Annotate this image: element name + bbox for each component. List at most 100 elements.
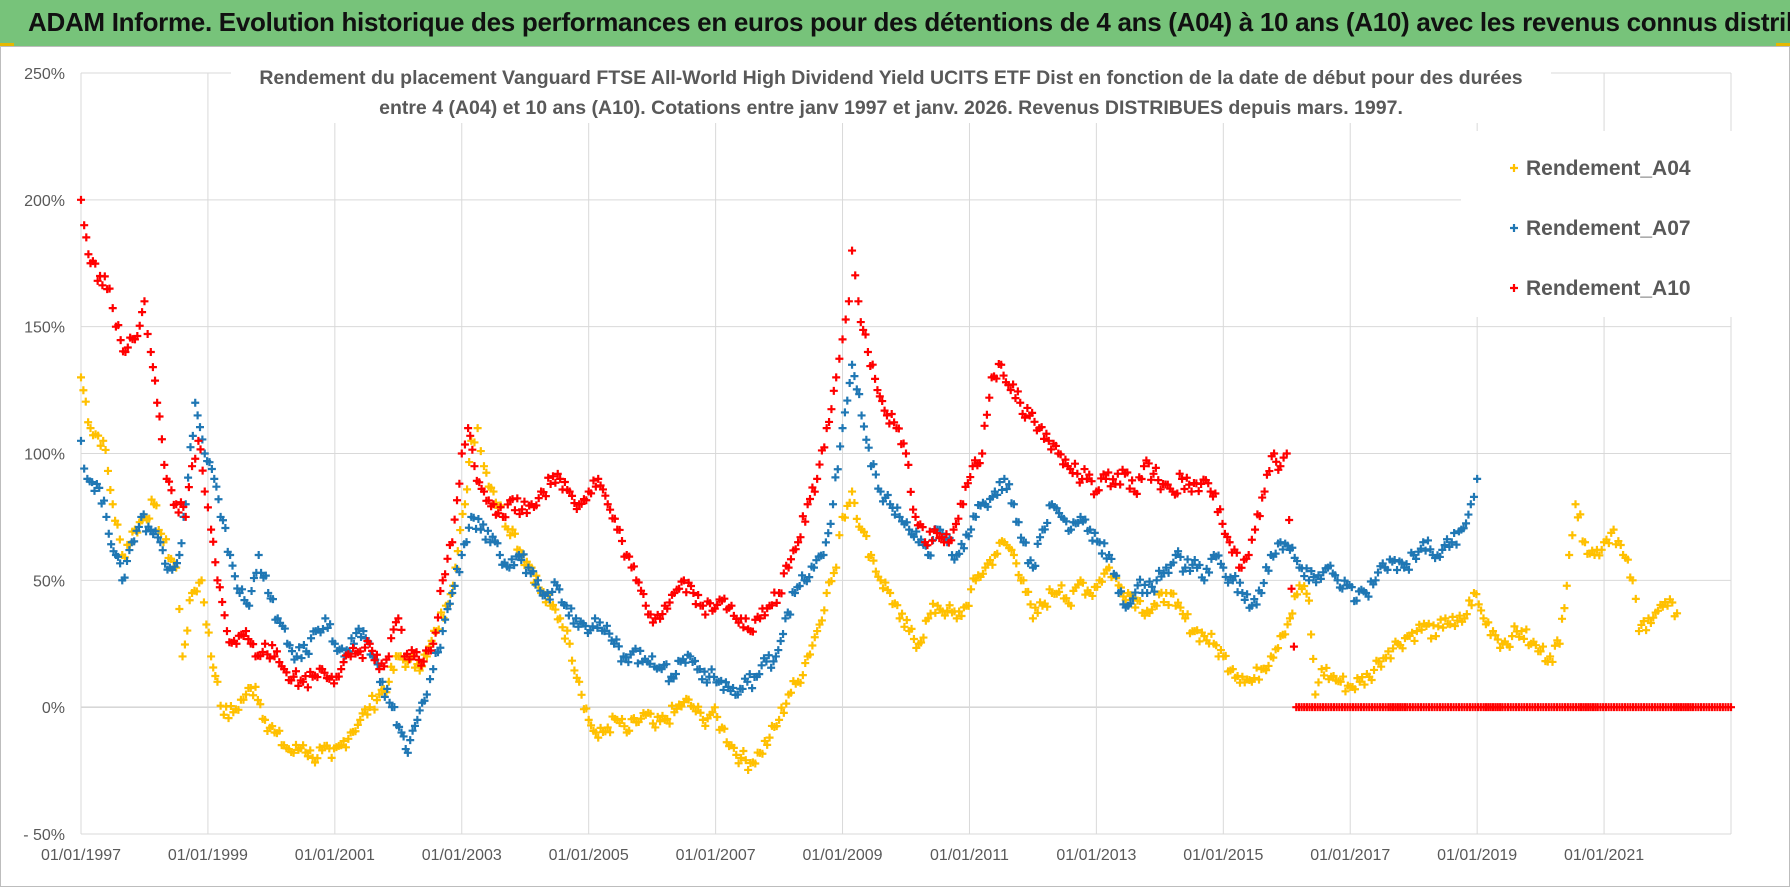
- data-point: [836, 442, 845, 451]
- data-point: [950, 555, 959, 564]
- data-point: [1019, 576, 1028, 585]
- data-point: [451, 563, 460, 572]
- data-point: [1042, 429, 1051, 438]
- data-point: [101, 445, 110, 454]
- data-point: [456, 526, 465, 535]
- data-point: [1338, 584, 1347, 593]
- data-point: [360, 643, 369, 652]
- data-point: [541, 492, 550, 501]
- data-point: [869, 460, 878, 469]
- data-point: [966, 473, 975, 482]
- data-point: [380, 662, 389, 671]
- data-point: [1131, 588, 1140, 597]
- data-point: [1314, 678, 1323, 687]
- data-point: [781, 614, 790, 623]
- data-point: [1300, 572, 1309, 581]
- data-point: [294, 681, 303, 690]
- data-point: [775, 715, 784, 724]
- data-point: [881, 578, 890, 587]
- data-point: [843, 396, 852, 405]
- data-point: [700, 667, 709, 676]
- data-point: [1519, 634, 1528, 643]
- data-point: [591, 482, 600, 491]
- data-point: [1200, 576, 1209, 585]
- data-point: [765, 733, 774, 742]
- data-point: [971, 456, 980, 465]
- data-point: [354, 624, 363, 633]
- data-point: [755, 670, 764, 679]
- data-point: [850, 499, 859, 508]
- data-point: [1247, 601, 1256, 610]
- data-point: [115, 535, 124, 544]
- data-point: [751, 759, 760, 768]
- data-point: [815, 620, 824, 629]
- data-point: [489, 500, 498, 509]
- data-point: [560, 634, 569, 643]
- data-point: [606, 505, 615, 514]
- data-point: [1639, 617, 1648, 626]
- data-point: [861, 330, 870, 339]
- x-tick-label: 01/01/2005: [549, 847, 629, 864]
- data-point: [562, 601, 571, 610]
- data-point: [786, 555, 795, 564]
- data-point: [589, 476, 598, 485]
- data-point: [1033, 608, 1042, 617]
- data-point: [453, 547, 462, 556]
- data-point: [769, 657, 778, 666]
- data-point: [295, 643, 304, 652]
- data-point: [1128, 594, 1137, 603]
- data-point: [401, 662, 410, 671]
- data-point: [808, 483, 817, 492]
- data-point: [419, 657, 428, 666]
- data-point: [577, 499, 586, 508]
- data-point: [1228, 665, 1237, 674]
- data-point: [1020, 413, 1029, 422]
- data-point: [1081, 515, 1090, 524]
- data-point: [767, 663, 776, 672]
- data-point: [1090, 528, 1099, 537]
- data-point: [684, 695, 693, 704]
- data-point: [156, 538, 165, 547]
- data-point: [443, 554, 452, 563]
- data-point: [629, 714, 638, 723]
- data-point: [806, 495, 815, 504]
- data-point: [438, 627, 447, 636]
- x-tick-label: 01/01/2007: [676, 847, 756, 864]
- data-point: [925, 527, 934, 536]
- data-point: [363, 710, 372, 719]
- data-point: [1455, 611, 1464, 620]
- data-point: [1272, 457, 1281, 466]
- data-point: [155, 412, 164, 421]
- data-point: [133, 332, 142, 341]
- data-point: [707, 665, 716, 674]
- data-point: [84, 250, 93, 259]
- data-point: [809, 563, 818, 572]
- data-point: [928, 599, 937, 608]
- data-point: [1317, 665, 1326, 674]
- data-point: [1099, 470, 1108, 479]
- data-point: [739, 623, 748, 632]
- data-point: [602, 621, 611, 630]
- data-point: [375, 690, 384, 699]
- data-point: [306, 746, 315, 755]
- data-point: [1195, 561, 1204, 570]
- data-point: [77, 195, 85, 204]
- data-point: [1040, 525, 1049, 534]
- data-point: [679, 576, 688, 585]
- y-tick-labels: - 50% 0% 50% 100% 150% 200% 250%: [23, 66, 65, 844]
- data-point: [1044, 436, 1053, 445]
- data-point: [681, 658, 690, 667]
- data-point: [986, 556, 995, 565]
- data-point: [1319, 568, 1328, 577]
- series-Rendement_A04: [77, 373, 1682, 774]
- data-point: [1562, 581, 1571, 590]
- data-point: [1211, 489, 1220, 498]
- data-point: [242, 690, 250, 699]
- data-point: [1281, 630, 1290, 639]
- data-point: [347, 634, 356, 643]
- data-point: [999, 371, 1008, 380]
- data-point: [344, 734, 353, 743]
- data-point: [682, 588, 691, 597]
- data-point: [738, 684, 747, 693]
- data-point: [838, 335, 847, 344]
